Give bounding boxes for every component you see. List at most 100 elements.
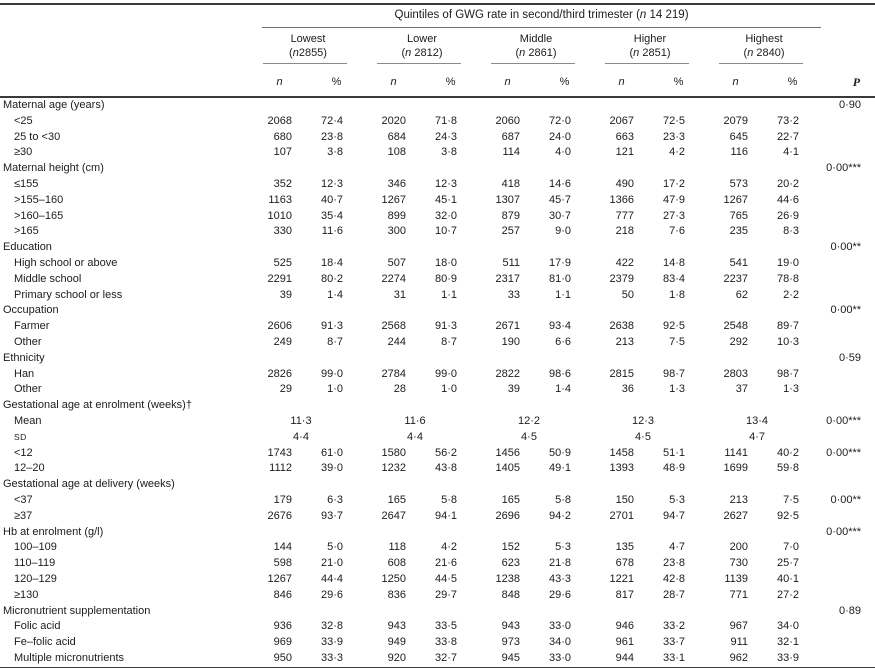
n-value-cell: 2068 xyxy=(267,114,292,127)
empty-cell xyxy=(650,303,707,319)
pct-value-cell: 7·6 xyxy=(669,225,685,238)
group-header-lowest: Lowest (n2855) xyxy=(251,29,365,70)
data-row: 110–119 598 21·0 608 21·6 623 21·8 678 23·8 730 25… xyxy=(0,556,875,572)
group-underline xyxy=(377,63,461,64)
pct-value-cell: 1·4 xyxy=(327,288,343,301)
n-value-cell: 920 xyxy=(387,651,406,664)
pct-value-cell: 32·7 xyxy=(434,651,457,664)
data-row: 120–129 1267 44·4 1250 44·5 1238 43·3 1221 42·8 1… xyxy=(0,572,875,588)
empty-cell xyxy=(707,240,764,256)
pct-value-cell: 17·2 xyxy=(662,177,685,190)
empty-cell xyxy=(251,240,308,256)
pct-value-cell: 7·5 xyxy=(783,493,800,506)
empty-cell xyxy=(479,351,536,367)
pct-value-cell: 33·9 xyxy=(320,636,343,649)
group-n-count: (n 2851) xyxy=(629,46,671,59)
row-label: <12 xyxy=(14,446,33,459)
span-value-cell: 4·5 xyxy=(521,430,537,443)
p-value-cell xyxy=(821,651,875,668)
pct-value-cell: 99·0 xyxy=(434,367,457,380)
data-row: 12–20 1112 39·0 1232 43·8 1405 49·1 1393 48·9 169… xyxy=(0,461,875,477)
n-value-cell: 846 xyxy=(273,588,292,601)
empty-cell xyxy=(308,97,365,114)
group-underline xyxy=(263,63,347,64)
empty-cell xyxy=(536,398,593,414)
data-row: Middle school 2291 80·2 2274 80·9 2317 81·0 237… xyxy=(0,272,875,288)
empty-cell xyxy=(479,97,536,114)
pct-value-cell: 33·2 xyxy=(662,620,685,633)
pct-value-cell: 4·0 xyxy=(555,146,571,159)
subcol-pct-label: % xyxy=(536,70,593,98)
subcol-pct-label: % xyxy=(308,70,365,98)
row-label: Education xyxy=(3,241,52,254)
data-row: Fe–folic acid 969 33·9 949 33·8 973 34·0 961 33·… xyxy=(0,635,875,651)
subcol-pct-label: % xyxy=(764,70,822,98)
n-value-cell: 1580 xyxy=(381,446,406,459)
header-spacer-label-2 xyxy=(0,29,251,70)
empty-cell xyxy=(650,161,707,177)
pct-value-cell: 23·8 xyxy=(320,130,343,143)
n-value-cell: 300 xyxy=(387,225,406,238)
pct-value-cell: 73·2 xyxy=(777,114,800,127)
empty-cell xyxy=(365,97,422,114)
pct-value-cell: 47·9 xyxy=(662,193,685,206)
pct-value-cell: 1·4 xyxy=(555,383,571,396)
pct-value-cell: 89·7 xyxy=(777,320,800,333)
n-value-cell: 2606 xyxy=(267,320,292,333)
n-value-cell: 422 xyxy=(615,256,634,269)
pct-value-cell: 51·1 xyxy=(662,446,685,459)
p-value-cell: 0·00*** xyxy=(826,525,862,538)
p-value-cell xyxy=(821,224,875,240)
n-value-cell: 1141 xyxy=(724,446,748,459)
empty-cell xyxy=(308,303,365,319)
data-row: High school or above 525 18·4 507 18·0 511 17·… xyxy=(0,256,875,272)
row-label: Other xyxy=(14,383,42,396)
pct-value-cell: 98·7 xyxy=(662,367,685,380)
row-label: Hb at enrolment (g/l) xyxy=(3,525,104,538)
pct-value-cell: 27·3 xyxy=(662,209,685,222)
p-value-cell xyxy=(821,540,875,556)
n-value-cell: 1112 xyxy=(269,462,292,475)
pct-value-cell: 32·0 xyxy=(434,209,457,222)
p-value-cell xyxy=(821,335,875,351)
empty-cell xyxy=(308,604,365,620)
pct-value-cell: 1·0 xyxy=(327,383,343,396)
empty-cell xyxy=(707,525,764,541)
n-value-cell: 1267 xyxy=(723,193,748,206)
n-value-cell: 2274 xyxy=(381,272,406,285)
pct-value-cell: 72·0 xyxy=(548,114,571,127)
pct-value-cell: 48·9 xyxy=(662,462,685,475)
pct-value-cell: 5·0 xyxy=(327,541,343,554)
row-label: 110–119 xyxy=(14,557,56,570)
n-value-cell: 2568 xyxy=(381,320,406,333)
group-name-label: Lower xyxy=(407,33,437,45)
section-row: Education 0·00** xyxy=(0,240,875,256)
group-header-highest: Highest (n 2840) xyxy=(707,29,821,70)
empty-cell xyxy=(650,525,707,541)
empty-cell xyxy=(308,240,365,256)
pct-value-cell: 44·4 xyxy=(320,572,343,585)
data-row: 25 to <30 680 23·8 684 24·3 687 24·0 663 23·3 645… xyxy=(0,130,875,146)
pct-value-cell: 1·3 xyxy=(783,383,800,396)
n-value-cell: 292 xyxy=(729,335,748,348)
n-value-cell: 330 xyxy=(273,225,292,238)
empty-cell xyxy=(251,303,308,319)
group-n-count: (n 2861) xyxy=(515,46,557,59)
empty-cell xyxy=(536,604,593,620)
p-value-cell: 0·00** xyxy=(830,493,862,506)
section-row: Gestational age at enrolment (weeks)† xyxy=(0,398,875,414)
n-value-cell: 608 xyxy=(387,557,406,570)
sd-small-caps-label: SD xyxy=(14,431,27,442)
span-value-cell: 4·4 xyxy=(407,430,423,443)
pct-value-cell: 40·7 xyxy=(320,193,343,206)
subcol-n-label: n xyxy=(707,70,764,98)
pct-value-cell: 23·3 xyxy=(662,130,685,143)
span-value-cell: 4·4 xyxy=(293,430,309,443)
empty-cell xyxy=(308,477,365,493)
empty-cell xyxy=(479,303,536,319)
empty-cell xyxy=(707,161,764,177)
empty-cell xyxy=(308,398,365,414)
empty-cell xyxy=(422,477,479,493)
p-value-cell xyxy=(821,398,875,414)
row-label: ≥37 xyxy=(14,509,33,522)
